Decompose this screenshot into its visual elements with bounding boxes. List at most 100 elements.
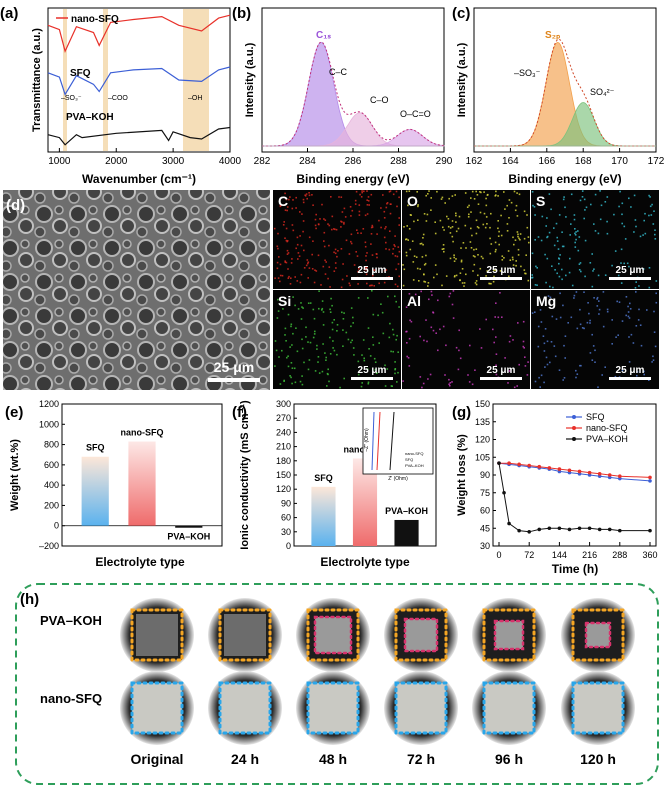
edx-dot	[540, 321, 543, 323]
edx-dot	[471, 383, 474, 386]
edx-dot	[356, 229, 358, 231]
edx-dot	[286, 206, 289, 208]
edx-dot	[596, 305, 599, 307]
edx-dot	[513, 190, 516, 193]
edx-dot	[627, 305, 629, 308]
edx-dot	[290, 376, 292, 379]
edx-bg	[402, 290, 530, 389]
outline-original	[482, 681, 536, 735]
edx-dot	[370, 193, 373, 196]
edx-dot	[479, 211, 482, 214]
edx-dot	[550, 341, 553, 343]
y-tick-labels-f: 0 30 60 90 120 150 180 210 240 270 300	[276, 399, 297, 551]
edx-dot	[637, 319, 640, 321]
annotation-oh: –OH	[188, 95, 202, 102]
edx-dot	[495, 190, 497, 193]
edx-dot	[574, 246, 577, 248]
edx-dot	[497, 235, 500, 237]
edx-dot	[570, 193, 573, 196]
edx-element-label: Si	[278, 293, 291, 309]
edx-dot	[556, 240, 559, 242]
edx-dot	[516, 215, 519, 217]
edx-dot	[426, 340, 428, 343]
edx-dot	[273, 227, 276, 230]
edx-dot	[293, 367, 296, 370]
edx-dot	[620, 282, 623, 284]
edx-dot	[294, 276, 296, 278]
edx-dot	[352, 316, 354, 319]
edx-dot	[367, 327, 370, 329]
edx-dot	[407, 204, 409, 207]
edx-dot	[385, 248, 387, 250]
edx-dot	[282, 224, 285, 226]
edx-dot	[321, 309, 323, 311]
x-tick-label: 168	[575, 156, 592, 167]
edx-dot	[575, 376, 577, 379]
edx-dot	[367, 196, 370, 198]
edx-dot	[617, 274, 620, 277]
edx-dot	[462, 242, 465, 244]
edx-dot	[627, 315, 630, 318]
edx-dot	[376, 256, 378, 259]
edx-dot	[289, 375, 291, 377]
edx-dot	[599, 218, 602, 221]
y-tick-label: 90	[480, 470, 490, 480]
edx-dot	[327, 223, 329, 225]
annotation-so3-c: –SO₃⁻	[514, 68, 541, 78]
edx-dot	[653, 310, 655, 313]
edx-dot	[332, 347, 334, 349]
edx-dot	[476, 194, 479, 196]
edx-dot	[298, 255, 301, 257]
x-tick-label: 288	[612, 550, 627, 560]
outline-original	[394, 608, 448, 662]
edx-dot	[320, 284, 322, 286]
edx-dot	[301, 347, 304, 350]
edx-dot	[588, 312, 590, 315]
edx-dot	[517, 254, 520, 256]
edx-dot	[485, 216, 488, 218]
edx-dot	[632, 342, 635, 344]
edx-dot	[313, 333, 316, 335]
edx-dot	[507, 382, 509, 384]
bar-label-1: nano-SFQ	[121, 428, 164, 438]
edx-dot	[290, 325, 292, 328]
edx-dot	[567, 322, 569, 324]
edx-dot	[619, 190, 621, 193]
edx-dot	[476, 226, 479, 228]
edx-dot	[589, 262, 592, 264]
xlabel-f: Electrolyte type	[320, 555, 410, 569]
edx-dot	[282, 308, 284, 310]
edx-dot	[383, 236, 386, 239]
edx-dot	[569, 257, 571, 260]
edx-dot	[296, 280, 299, 282]
edx-element-label: C	[278, 193, 288, 209]
edx-dot	[284, 303, 286, 305]
edx-dot	[396, 285, 399, 288]
edx-dot	[470, 197, 472, 199]
edx-dot	[392, 350, 394, 353]
edx-dot	[326, 372, 329, 375]
edx-dot	[276, 245, 279, 248]
edx-dot	[341, 211, 344, 213]
edx-dot	[342, 345, 344, 347]
edx-dot	[503, 257, 505, 259]
edx-dot	[373, 285, 375, 287]
bar-0	[311, 486, 336, 546]
edx-dot	[494, 241, 497, 244]
outline-shrunk	[403, 617, 439, 653]
edx-dot	[371, 284, 373, 287]
edx-dot	[528, 241, 530, 244]
edx-dot	[363, 357, 365, 360]
edx-dot	[389, 203, 392, 205]
dish-1-5	[561, 671, 635, 745]
edx-dot	[553, 244, 556, 247]
edx-dot	[635, 291, 637, 293]
edx-dot	[574, 241, 576, 244]
edx-dot	[579, 323, 582, 326]
edx-dot	[614, 250, 617, 252]
edx-dot	[365, 268, 368, 271]
edx-dot	[539, 386, 541, 388]
x-tick-label-a: 1000	[48, 156, 71, 167]
edx-dot	[307, 341, 309, 343]
plot-frame-g	[492, 403, 657, 547]
